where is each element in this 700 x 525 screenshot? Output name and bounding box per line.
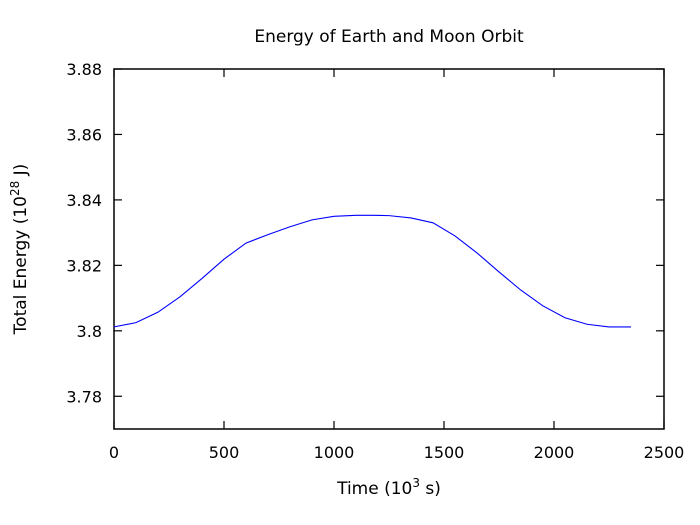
x-tick-label: 0 bbox=[109, 443, 119, 462]
x-tick-label: 1000 bbox=[314, 443, 355, 462]
ticks: 0 500 1000 1500 2000 2500 3.78 3.8 3.82 3.84 3.86 3… bbox=[66, 60, 684, 462]
x-tick-label: 500 bbox=[209, 443, 240, 462]
chart-title: Energy of Earth and Moon Orbit bbox=[254, 27, 524, 47]
x-axis-label-exponent: 3 bbox=[412, 476, 420, 490]
y-tick-label: 3.8 bbox=[77, 322, 102, 341]
x-tick-label: 2000 bbox=[534, 443, 575, 462]
plot-frame bbox=[113, 68, 665, 430]
y-axis-label-base: Total Energy (10 bbox=[11, 196, 31, 335]
x-axis-label: Time (103 s) bbox=[336, 476, 441, 499]
series bbox=[113, 214, 631, 328]
y-tick-label: 3.88 bbox=[66, 60, 102, 79]
y-axis-label-tail: J) bbox=[11, 164, 31, 181]
x-axis-label-tail: s) bbox=[420, 479, 441, 499]
x-tick-label: 1500 bbox=[424, 443, 465, 462]
y-axis-label-exponent: 28 bbox=[8, 181, 22, 196]
y-tick-label: 3.86 bbox=[66, 125, 102, 144]
y-tick-label: 3.82 bbox=[66, 256, 102, 275]
y-tick-label: 3.78 bbox=[66, 387, 102, 406]
y-axis-label: Total Energy (1028 J) bbox=[8, 164, 31, 336]
series-line-energy bbox=[113, 214, 631, 328]
x-axis-label-base: Time (10 bbox=[336, 479, 412, 499]
x-tick-label: 2500 bbox=[644, 443, 685, 462]
y-tick-label: 3.84 bbox=[66, 191, 102, 210]
